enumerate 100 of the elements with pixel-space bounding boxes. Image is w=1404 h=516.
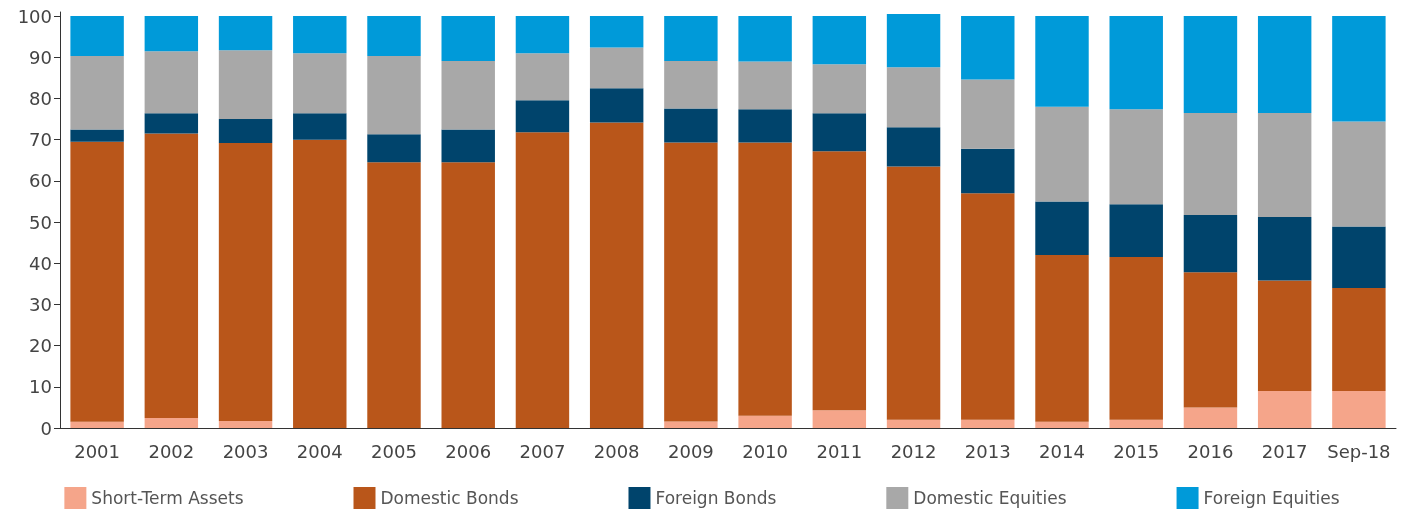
bar — [1035, 106, 1089, 202]
x-tick-label: 2009 — [667, 440, 714, 462]
bar — [738, 109, 792, 143]
bar — [441, 16, 495, 62]
bar — [441, 61, 495, 130]
bar — [367, 16, 421, 57]
bar — [218, 50, 273, 120]
y-tick-label: 50 — [29, 211, 52, 233]
bar — [1109, 109, 1163, 205]
bar — [812, 151, 867, 411]
bar — [589, 122, 644, 428]
y-tick-label: 0 — [40, 417, 52, 439]
bar — [367, 134, 421, 163]
bar — [1035, 201, 1089, 256]
y-tick-label: 70 — [29, 129, 52, 151]
bar — [293, 139, 347, 428]
bar — [886, 67, 941, 128]
legend-label: Foreign Bonds — [655, 488, 777, 508]
bar — [961, 79, 1015, 149]
bar — [1257, 390, 1312, 428]
bar — [738, 415, 792, 428]
bar — [664, 421, 718, 428]
x-tick-label: 2015 — [1113, 440, 1160, 462]
bar — [961, 193, 1015, 420]
bar — [1257, 112, 1312, 218]
y-tick-label: 90 — [29, 46, 52, 68]
bar — [218, 421, 273, 428]
bar — [144, 51, 199, 114]
x-tick-label: 2007 — [519, 440, 566, 462]
bar — [293, 16, 347, 54]
bar — [886, 14, 941, 68]
x-tick-label: 2008 — [593, 440, 640, 462]
bar — [1257, 16, 1312, 113]
bar — [589, 88, 644, 123]
bar — [70, 16, 124, 57]
bar — [218, 142, 273, 421]
bar — [812, 410, 867, 428]
bar — [144, 113, 199, 134]
x-tick-label: 2001 — [74, 440, 121, 462]
y-tick-label: 10 — [29, 376, 52, 398]
bar — [218, 119, 273, 143]
bar — [144, 133, 199, 419]
x-tick-label: 2003 — [222, 440, 269, 462]
bar — [515, 53, 570, 101]
x-tick-label: 2013 — [964, 440, 1011, 462]
bar — [812, 113, 867, 152]
bar — [664, 61, 718, 109]
x-tick-label: 2006 — [445, 440, 492, 462]
bar — [738, 16, 792, 62]
bar — [589, 47, 644, 89]
bar — [1109, 257, 1163, 420]
x-tick-label: 2017 — [1261, 440, 1308, 462]
x-tick-label: Sep-18 — [1327, 440, 1391, 462]
bar — [70, 421, 124, 428]
bar — [664, 16, 718, 62]
x-tick-label: 2011 — [816, 440, 863, 462]
x-tick-label: 2014 — [1039, 440, 1085, 462]
bar — [1035, 255, 1089, 422]
bar — [1183, 215, 1238, 273]
bar — [1332, 16, 1386, 122]
bar — [886, 127, 941, 167]
bar — [1109, 16, 1163, 110]
bar — [961, 148, 1015, 194]
bar — [1183, 272, 1238, 408]
bar — [664, 142, 718, 422]
bar — [812, 64, 867, 114]
bar — [293, 53, 347, 114]
bar — [1109, 419, 1163, 428]
bar — [70, 56, 124, 130]
legend-label: Short-Term Assets — [91, 488, 244, 508]
bar — [1183, 407, 1238, 428]
bar — [1183, 112, 1238, 216]
y-tick-label: 20 — [29, 335, 52, 357]
bar — [144, 418, 199, 428]
bar — [515, 100, 570, 133]
bar — [961, 419, 1015, 428]
bar — [1257, 217, 1312, 281]
bar — [1332, 121, 1386, 227]
y-tick-label: 30 — [29, 293, 52, 315]
bar — [738, 61, 792, 110]
bar — [367, 162, 421, 428]
bar — [515, 16, 570, 54]
bar — [1332, 287, 1386, 391]
bar — [738, 142, 792, 416]
legend-label: Domestic Equities — [913, 488, 1067, 508]
x-tick-label: 2012 — [890, 440, 937, 462]
bar — [886, 166, 941, 420]
bar — [367, 56, 421, 135]
y-tick-label: 80 — [29, 88, 52, 109]
bar — [441, 162, 495, 428]
bar — [1109, 204, 1163, 258]
bar — [589, 16, 644, 48]
legend-label: Foreign Equities — [1203, 488, 1340, 508]
bar — [144, 16, 199, 52]
bar — [1332, 226, 1386, 288]
bar — [1332, 390, 1386, 428]
bar — [1257, 280, 1312, 391]
bar — [515, 132, 570, 428]
y-tick-label: 100 — [17, 5, 52, 27]
x-tick-label: 2002 — [148, 440, 195, 462]
